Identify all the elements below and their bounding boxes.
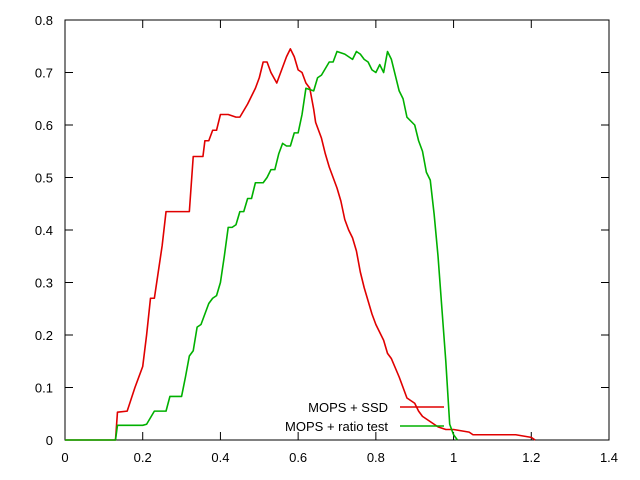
plot-frame: [64, 19, 610, 441]
x-tick-label: 0: [61, 450, 68, 465]
y-tick-label: 0.2: [35, 328, 53, 343]
y-tick-label: 0.4: [35, 223, 53, 238]
legend-label-2: MOPS + ratio test: [285, 419, 388, 434]
x-tick-label: 0.4: [211, 450, 229, 465]
series-line-2: [65, 50, 459, 441]
x-tick-label: 1.4: [600, 450, 618, 465]
x-tick-label: 1.2: [522, 450, 540, 465]
y-tick-label: 0.7: [35, 66, 53, 81]
x-tick-label: 1: [450, 450, 457, 465]
axis-ticks: [64, 19, 610, 441]
x-tick-label: 0.6: [289, 450, 307, 465]
y-tick-label: 0.1: [35, 381, 53, 396]
series-line-1: [65, 48, 536, 441]
legend: MOPS + SSD MOPS + ratio test: [285, 400, 444, 434]
x-tick-label: 0.8: [367, 450, 385, 465]
y-tick-label: 0.8: [35, 13, 53, 28]
legend-label-1: MOPS + SSD: [308, 400, 388, 415]
y-tick-label: 0.6: [35, 118, 53, 133]
x-tick-label: 0.2: [134, 450, 152, 465]
series-lines: [65, 48, 536, 441]
y-tick-label: 0: [46, 433, 53, 448]
axis-tick-labels: 0 0.2 0.4 0.6 0.8 1 1.2 1.4 0 0.1 0.2 0.3 0.4 0.5 0.6 0…: [35, 13, 618, 465]
y-tick-label: 0.5: [35, 171, 53, 186]
y-tick-label: 0.3: [35, 276, 53, 291]
